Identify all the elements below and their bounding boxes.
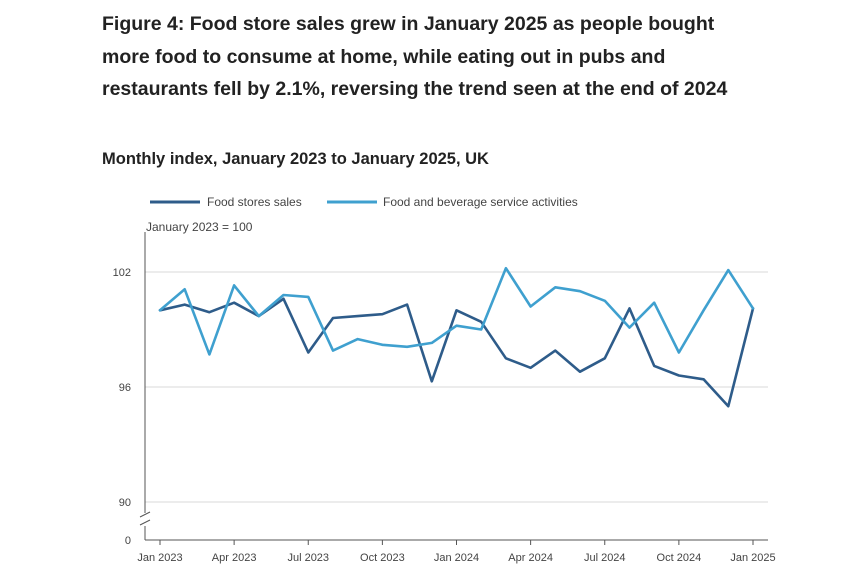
legend-label-food-beverage: Food and beverage service activities — [383, 195, 578, 209]
chart-subtitle: Monthly index, January 2023 to January 2… — [102, 150, 489, 168]
legend-label-food-stores: Food stores sales — [207, 195, 302, 209]
y-axis-break-mark — [139, 519, 151, 526]
y-axis-break-mark — [139, 511, 151, 518]
series-lines — [158, 266, 755, 408]
chart-title: Figure 4: Food store sales grew in Janua… — [102, 13, 728, 100]
series-line-food-beverage — [158, 266, 755, 356]
series-line-food-stores — [158, 297, 755, 408]
x-tick-label: Apr 2024 — [508, 552, 553, 564]
x-tick-label: Jan 2025 — [730, 552, 775, 564]
y-tick-label-96: 96 — [119, 382, 131, 394]
x-tick-label: Jan 2023 — [137, 552, 182, 564]
x-tick-label: Apr 2023 — [212, 552, 257, 564]
y-tick-label-0: 0 — [125, 535, 131, 547]
x-tick-label: Jul 2023 — [287, 552, 329, 564]
x-tick-label: Oct 2023 — [360, 552, 405, 564]
gridlines — [145, 271, 768, 503]
y-axis-label: January 2023 = 100 — [146, 220, 253, 234]
x-tick-label: Jul 2024 — [584, 552, 626, 564]
x-tick-label: Jan 2024 — [434, 552, 479, 564]
axes — [139, 232, 768, 545]
x-tick-labels: Jan 2023 Apr 2023 Jul 2023 Oct 2023 Jan 2024… — [137, 552, 775, 564]
y-tick-label-90: 90 — [119, 497, 131, 509]
x-tick-label: Oct 2024 — [657, 552, 702, 564]
y-tick-label-102: 102 — [113, 267, 131, 279]
y-tick-labels: 0 90 96 102 — [113, 267, 131, 547]
legend: Food stores sales Food and beverage serv… — [150, 195, 578, 209]
